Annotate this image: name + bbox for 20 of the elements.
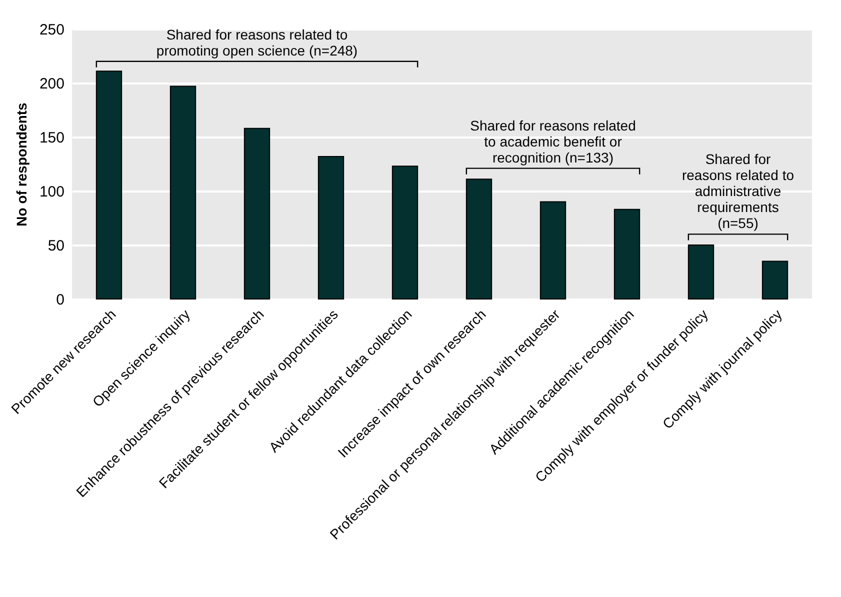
bar xyxy=(466,178,492,300)
bar xyxy=(392,166,418,300)
y-tick-label: 150 xyxy=(39,130,64,146)
y-tick-label: 250 xyxy=(39,22,64,38)
bar xyxy=(96,70,122,300)
bar xyxy=(688,244,714,300)
bar xyxy=(244,128,270,300)
y-axis-title: No of respondents xyxy=(13,102,30,226)
annotation: Shared for reasons related to administrative requirements (n=55) xyxy=(682,151,794,232)
bar xyxy=(170,86,196,300)
annotation: Shared for reasons related to promoting open science (n=248) xyxy=(156,26,358,58)
y-tick-label: 200 xyxy=(39,76,64,92)
annotation: Shared for reasons related to academic benefit or recognition (n=133) xyxy=(470,117,636,166)
bar xyxy=(540,201,566,300)
y-tick-label: 0 xyxy=(56,292,64,308)
bar xyxy=(762,260,788,300)
bar xyxy=(614,208,640,300)
bar xyxy=(318,156,344,300)
y-tick-label: 50 xyxy=(48,238,64,254)
y-tick-label: 100 xyxy=(39,184,64,200)
